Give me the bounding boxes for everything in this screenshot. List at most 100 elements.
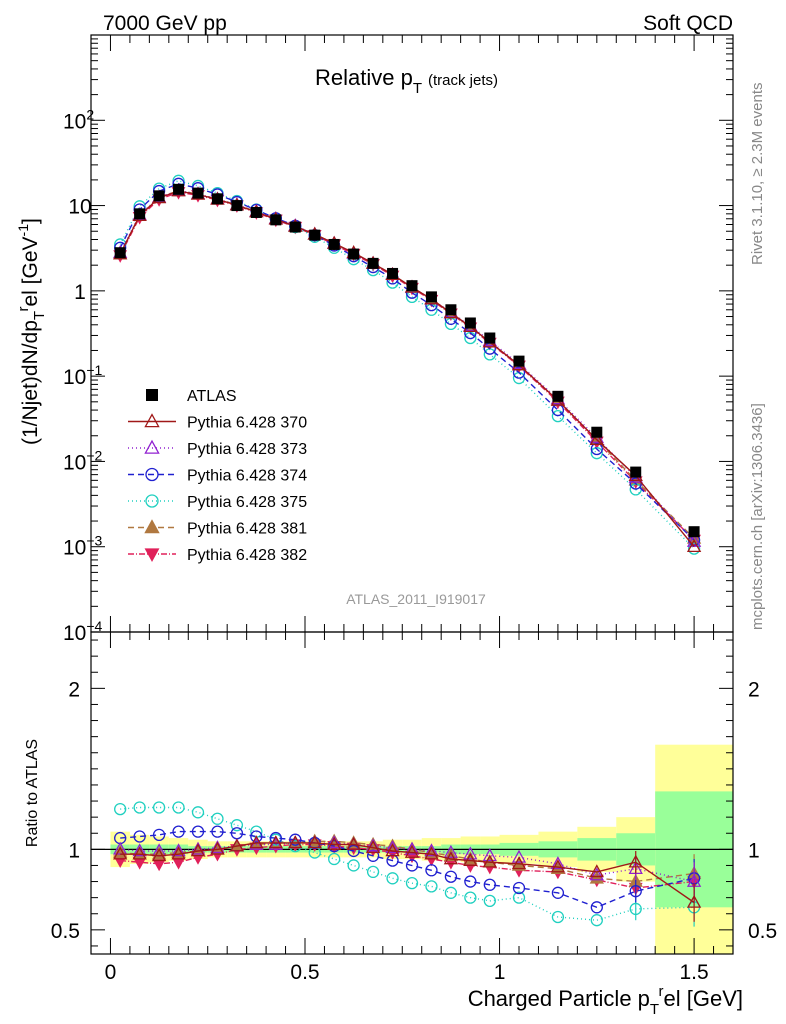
legend-marker [144,548,160,562]
data-point [425,291,437,303]
legend-marker [145,494,159,508]
data-point [173,183,185,195]
ratio-point [114,802,127,816]
ratio-point [288,835,303,849]
ratio-point [444,886,458,899]
ratio-point [463,846,478,860]
ratio-point [628,854,643,868]
ratio-point [133,830,146,843]
data-point [686,539,702,553]
ratio-ytick-label-right: 0.5 [748,920,777,943]
ratio-point [191,806,205,819]
ratio-line [120,842,695,904]
ratio-point [328,852,341,866]
ratio-point [590,914,603,927]
ratio-point [512,891,526,904]
legend-marker [144,413,160,428]
series-line [119,189,695,542]
ratio-point [483,894,496,908]
data-point [211,193,223,205]
data-point [348,248,360,260]
ratio-ytick-label-right: 2 [748,678,760,701]
ratio-point [464,891,477,904]
ratio-point [589,864,604,878]
ratio-point [190,843,206,857]
series-line [119,191,695,541]
legend-label: ATLAS [187,388,237,405]
data-point [552,390,564,402]
series-line [119,189,695,539]
ratio-point [210,841,225,855]
ratio-point [346,836,361,850]
side-label-bottom: mcplots.cern.ch [arXiv:1306.3436] [749,403,766,630]
series-atlas [114,183,700,538]
ratio-point [307,835,322,849]
ratio-point [132,846,147,860]
ratio-point [482,848,497,862]
side-label-top: Rivet 3.1.10, ≥ 2.3M events [749,83,766,266]
ratio-point [511,856,527,870]
ratio-ytick-label-right: 1 [748,839,760,862]
ratio-frame [90,631,734,955]
main-ylabel: (1/Njet)dN/dpTrel [GeV-1] [15,218,48,445]
ratio-point [249,835,264,849]
main-frame [90,34,734,633]
x-tick-label: 1.5 [679,961,708,984]
ratio-point [424,843,439,857]
series-pythia-6.428-381 [113,182,702,544]
ratio-point [211,825,224,838]
main-series-layer [113,174,702,555]
data-point [114,247,126,259]
data-point [387,267,399,279]
data-point [367,257,379,269]
ratio-point [171,843,186,857]
legend-label: Pythia 6.428 375 [187,494,307,511]
data-point [134,208,146,220]
header-right: Soft QCD [643,12,733,35]
data-point [192,187,204,199]
ratio-ytick-label-left: 1 [68,839,80,862]
ratio-line [120,830,695,909]
ratio-point [347,859,360,872]
series-pythia-6.428-382 [113,187,701,548]
ratio-point [250,830,263,843]
ratio-point [289,833,302,846]
legend-label: Pythia 6.428 374 [187,468,307,485]
series-pythia-6.428-374 [114,177,701,547]
ratio-point [152,828,166,842]
data-point [445,304,457,316]
ratio-point [483,878,496,891]
ratio-point [629,902,642,916]
ratio-point [230,819,244,832]
data-point [270,214,282,226]
legend: ATLAS Pythia 6.428 370 Pythia 6.428 373 Pyt… [128,388,307,564]
ratio-point [385,843,400,857]
ratio-point [327,836,342,850]
series-pythia-6.428-373 [113,182,702,547]
ratio-axis: 0.5 1 2 0.5 1 2 0 0.5 1 1.5 [51,632,777,984]
legend-entry: Pythia 6.428 381 [128,519,307,538]
ratio-point [385,840,400,854]
ratio-point [172,825,185,838]
main-ytick-label: 1 [74,281,86,304]
data-point [687,542,701,555]
data-point [591,426,603,438]
data-point [590,442,603,456]
legend-marker [146,389,158,401]
main-ytick-label: 10−3 [63,533,103,560]
ratio-point [444,870,458,883]
ratio-point [404,844,420,858]
ratio-point [443,851,459,865]
legend-marker [144,439,160,454]
ratio-point [443,844,459,858]
data-point [513,355,525,367]
ratio-point [464,875,477,888]
ratio-point [172,801,185,814]
ratio-point [551,910,565,924]
x-tick-label: 0 [105,961,117,984]
ratio-point [425,880,438,893]
data-point [629,477,642,490]
ratio-point [190,841,206,855]
x-tick-label: 1 [494,961,506,984]
